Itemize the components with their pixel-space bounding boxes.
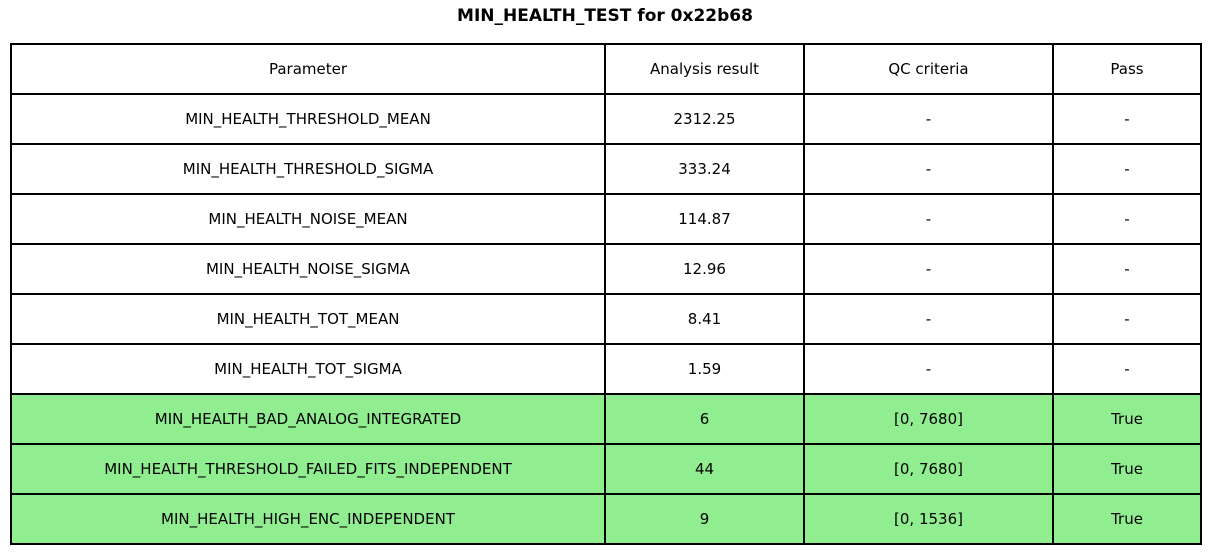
qc-criteria-cell: [0, 7680] <box>803 443 1054 495</box>
parameter-cell: MIN_HEALTH_HIGH_ENC_INDEPENDENT <box>10 493 606 545</box>
pass-cell: - <box>1052 143 1202 195</box>
qc-criteria-cell: - <box>803 93 1054 145</box>
parameter-cell: MIN_HEALTH_NOISE_SIGMA <box>10 243 606 295</box>
analysis-result-cell: 9 <box>604 493 805 545</box>
page-title: MIN_HEALTH_TEST for 0x22b68 <box>457 6 753 26</box>
qc-criteria-cell: [0, 1536] <box>803 493 1054 545</box>
parameter-cell: MIN_HEALTH_THRESHOLD_FAILED_FITS_INDEPEN… <box>10 443 606 495</box>
header-row: Parameter Analysis result QC criteria Pa… <box>10 43 1202 95</box>
parameter-cell: MIN_HEALTH_TOT_MEAN <box>10 293 606 345</box>
column-header-qc-criteria: QC criteria <box>803 43 1054 95</box>
analysis-result-cell: 8.41 <box>604 293 805 345</box>
pass-cell: True <box>1052 393 1202 445</box>
table-row: MIN_HEALTH_THRESHOLD_MEAN 2312.25 - - <box>10 93 1202 145</box>
analysis-result-cell: 12.96 <box>604 243 805 295</box>
qc-results-table: Parameter Analysis result QC criteria Pa… <box>10 43 1202 545</box>
qc-criteria-cell: - <box>803 293 1054 345</box>
pass-cell: True <box>1052 493 1202 545</box>
pass-cell: - <box>1052 293 1202 345</box>
analysis-result-cell: 2312.25 <box>604 93 805 145</box>
pass-cell: - <box>1052 343 1202 395</box>
qc-criteria-cell: - <box>803 193 1054 245</box>
column-header-parameter: Parameter <box>10 43 606 95</box>
qc-criteria-cell: - <box>803 343 1054 395</box>
table-row: MIN_HEALTH_HIGH_ENC_INDEPENDENT 9 [0, 15… <box>10 493 1202 545</box>
column-header-analysis-result: Analysis result <box>604 43 805 95</box>
qc-criteria-cell: [0, 7680] <box>803 393 1054 445</box>
table-row: MIN_HEALTH_THRESHOLD_SIGMA 333.24 - - <box>10 143 1202 195</box>
parameter-cell: MIN_HEALTH_TOT_SIGMA <box>10 343 606 395</box>
parameter-cell: MIN_HEALTH_THRESHOLD_SIGMA <box>10 143 606 195</box>
analysis-result-cell: 44 <box>604 443 805 495</box>
table-row: MIN_HEALTH_NOISE_MEAN 114.87 - - <box>10 193 1202 245</box>
pass-cell: True <box>1052 443 1202 495</box>
pass-cell: - <box>1052 193 1202 245</box>
column-header-pass: Pass <box>1052 43 1202 95</box>
qc-criteria-cell: - <box>803 143 1054 195</box>
pass-cell: - <box>1052 93 1202 145</box>
parameter-cell: MIN_HEALTH_THRESHOLD_MEAN <box>10 93 606 145</box>
parameter-cell: MIN_HEALTH_BAD_ANALOG_INTEGRATED <box>10 393 606 445</box>
qc-criteria-cell: - <box>803 243 1054 295</box>
analysis-result-cell: 333.24 <box>604 143 805 195</box>
analysis-result-cell: 1.59 <box>604 343 805 395</box>
analysis-result-cell: 114.87 <box>604 193 805 245</box>
analysis-result-cell: 6 <box>604 393 805 445</box>
table-row: MIN_HEALTH_THRESHOLD_FAILED_FITS_INDEPEN… <box>10 443 1202 495</box>
table-row: MIN_HEALTH_TOT_MEAN 8.41 - - <box>10 293 1202 345</box>
parameter-cell: MIN_HEALTH_NOISE_MEAN <box>10 193 606 245</box>
table-row: MIN_HEALTH_BAD_ANALOG_INTEGRATED 6 [0, 7… <box>10 393 1202 445</box>
table-row: MIN_HEALTH_TOT_SIGMA 1.59 - - <box>10 343 1202 395</box>
pass-cell: - <box>1052 243 1202 295</box>
table-row: MIN_HEALTH_NOISE_SIGMA 12.96 - - <box>10 243 1202 295</box>
table-body: MIN_HEALTH_THRESHOLD_MEAN 2312.25 - - MI… <box>10 93 1202 545</box>
